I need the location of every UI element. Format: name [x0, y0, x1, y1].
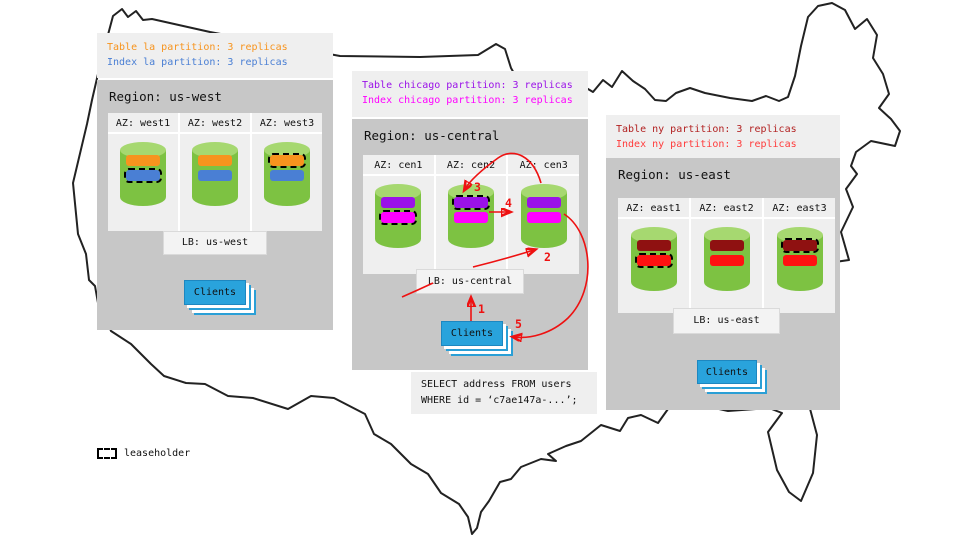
- caption-table-line: Table la partition: 3 replicas: [107, 42, 288, 53]
- leaseholder-legend: leaseholder: [97, 448, 190, 459]
- replica-bar: [526, 212, 561, 223]
- caption-us-east: Table ny partition: 3 replicas Index ny …: [606, 115, 840, 158]
- legend-label: leaseholder: [124, 448, 191, 459]
- load-balancer-us-central: LB: us-central: [416, 269, 524, 294]
- az-panel: AZ: west1 AZ: west2: [108, 113, 322, 231]
- sql-query-box: SELECT address FROM users WHERE id = ‘c7…: [411, 372, 597, 414]
- az-cell-east2: AZ: east2: [691, 198, 762, 313]
- cylinder-top: [192, 142, 238, 158]
- caption-us-west: Table la partition: 3 replicas Index la …: [97, 33, 333, 78]
- replica-bar: [379, 210, 418, 225]
- cylinder-top: [375, 184, 422, 200]
- sql-line-1: SELECT address FROM users: [421, 379, 572, 390]
- load-balancer-us-west: LB: us-west: [163, 231, 267, 255]
- replica-bar: [634, 253, 673, 268]
- region-title: Region: us-west: [109, 89, 222, 104]
- db-node-cylinder: [520, 184, 567, 248]
- sql-line-2: WHERE id = ‘c7ae147a-...’;: [421, 395, 578, 406]
- az-panel: AZ: east1 AZ: east2: [618, 198, 835, 313]
- db-node-cylinder: [776, 227, 823, 291]
- caption-table-line: Table ny partition: 3 replicas: [616, 124, 797, 135]
- db-node-cylinder: [120, 142, 166, 206]
- cylinder-top: [264, 142, 310, 158]
- db-node-cylinder: [264, 142, 310, 206]
- cylinder-top: [776, 227, 823, 243]
- caption-index-line: Index chicago partition: 3 replicas: [362, 95, 573, 106]
- caption-index-line: Index ny partition: 3 replicas: [616, 139, 797, 150]
- az-cell-cen3: AZ: cen3: [508, 155, 580, 274]
- az-label: AZ: west3: [252, 113, 322, 134]
- caption-us-central: Table chicago partition: 3 replicas Inde…: [352, 71, 588, 117]
- az-cell-east3: AZ: east3: [764, 198, 835, 313]
- cylinder-top: [703, 227, 750, 243]
- az-cell-west1: AZ: west1: [108, 113, 178, 231]
- replica-bar: [709, 240, 744, 251]
- az-panel: AZ: cen1 AZ: cen2: [363, 155, 580, 274]
- replica-bar: [126, 155, 160, 166]
- replica-bar: [198, 170, 232, 181]
- replica-bar: [198, 155, 232, 166]
- replica-bar: [270, 170, 304, 181]
- az-label: AZ: west2: [180, 113, 250, 134]
- leaseholder-swatch-icon: [97, 448, 117, 459]
- db-node-cylinder: [192, 142, 238, 206]
- region-us-central: Region: us-central AZ: cen1 AZ: cen2: [352, 119, 588, 370]
- replica-bar: [381, 197, 416, 208]
- az-cell-west2: AZ: west2: [180, 113, 250, 231]
- db-node-cylinder: [630, 227, 677, 291]
- az-label: AZ: east3: [764, 198, 835, 219]
- az-label: AZ: cen1: [363, 155, 434, 176]
- region-title: Region: us-east: [618, 167, 731, 182]
- az-label: AZ: east1: [618, 198, 689, 219]
- replica-bar: [780, 238, 819, 253]
- az-label: AZ: east2: [691, 198, 762, 219]
- replica-bar: [452, 195, 490, 210]
- cylinder-top: [630, 227, 677, 243]
- replica-bar: [782, 255, 817, 266]
- clients-box-us-east: Clients: [697, 360, 757, 384]
- db-node-cylinder: [448, 184, 494, 248]
- clients-box-us-central: Clients: [441, 321, 503, 346]
- az-cell-cen2: AZ: cen2: [435, 155, 507, 274]
- region-us-west: Region: us-west AZ: west1 AZ: west2: [97, 80, 333, 330]
- db-node-cylinder: [375, 184, 422, 248]
- replica-bar: [709, 255, 744, 266]
- replica-bar: [454, 212, 488, 223]
- caption-table-line: Table chicago partition: 3 replicas: [362, 80, 573, 91]
- cylinder-top: [120, 142, 166, 158]
- az-cell-cen1: AZ: cen1: [363, 155, 434, 274]
- az-cell-east1: AZ: east1: [618, 198, 689, 313]
- az-cell-west3: AZ: west3: [252, 113, 322, 231]
- caption-index-line: Index la partition: 3 replicas: [107, 57, 288, 68]
- replica-bar: [636, 240, 671, 251]
- az-label: AZ: cen3: [508, 155, 580, 176]
- replica-bar: [124, 168, 162, 183]
- region-title: Region: us-central: [364, 128, 500, 143]
- replica-bar: [526, 197, 561, 208]
- load-balancer-us-east: LB: us-east: [673, 308, 780, 334]
- az-label: AZ: cen2: [435, 155, 507, 176]
- db-node-cylinder: [703, 227, 750, 291]
- clients-box-us-west: Clients: [184, 280, 246, 305]
- region-us-east: Region: us-east AZ: east1 AZ: east2: [606, 158, 840, 410]
- replica-bar: [268, 153, 306, 168]
- az-label: AZ: west1: [108, 113, 178, 134]
